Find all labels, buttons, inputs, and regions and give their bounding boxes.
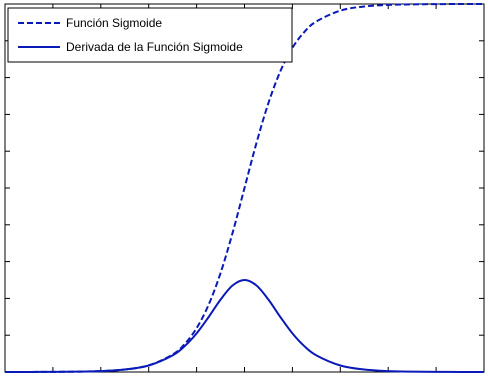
legend: Función Sigmoide Derivada de la Función …: [7, 7, 293, 63]
series-line-derivada: [4, 278, 485, 373]
legend-label-derivada: Derivada de la Función Sigmoide: [66, 40, 243, 54]
series-layer: [4, 3, 485, 373]
legend-box: [7, 7, 293, 63]
legend-label-sigmoide: Función Sigmoide: [66, 16, 162, 30]
